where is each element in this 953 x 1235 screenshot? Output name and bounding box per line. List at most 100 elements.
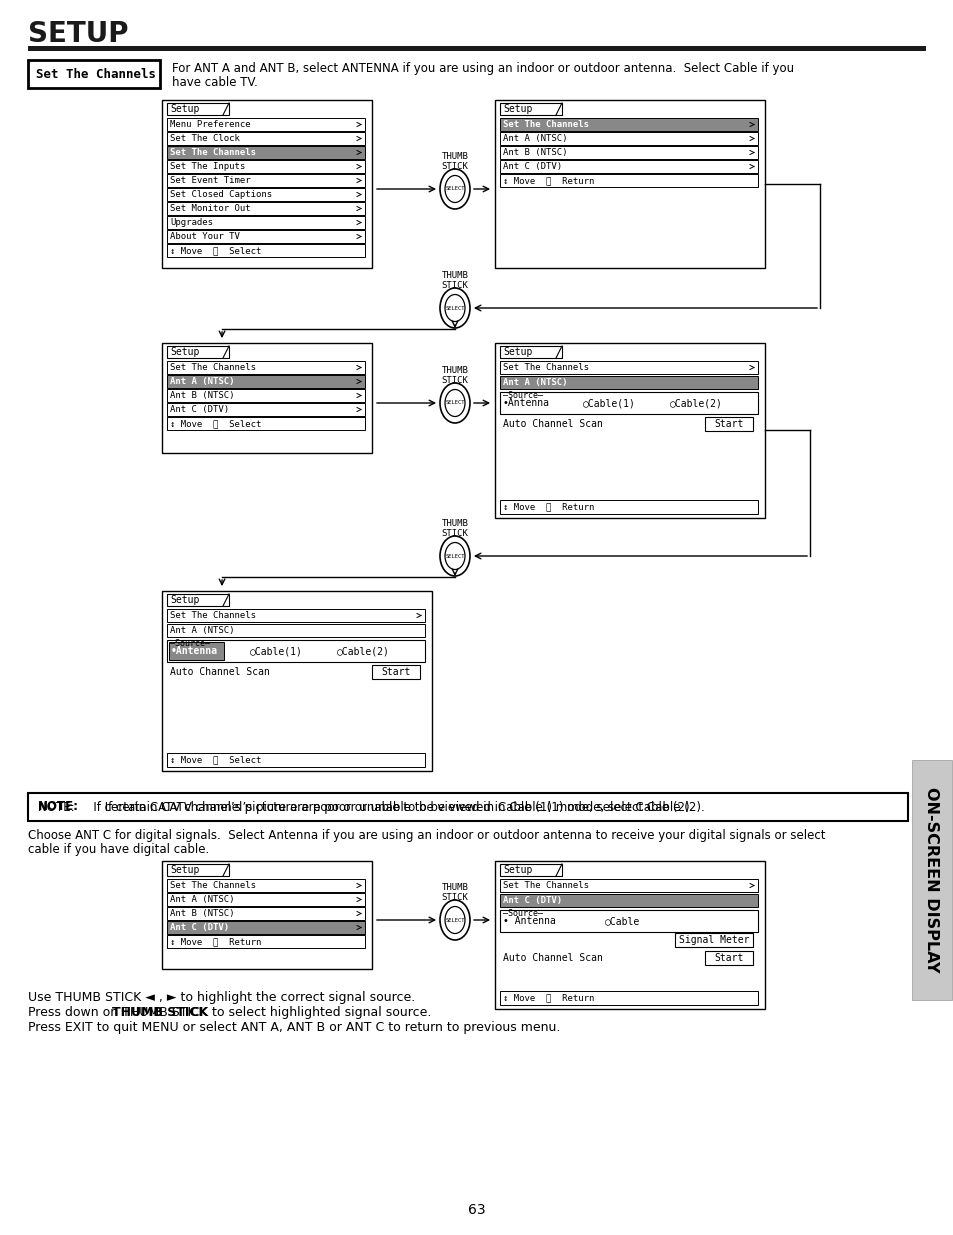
Bar — [499, 864, 561, 876]
Bar — [499, 391, 758, 414]
Bar — [167, 103, 229, 115]
Bar — [167, 594, 229, 606]
Text: Ant A (NTSC): Ant A (NTSC) — [170, 626, 234, 635]
Text: SELECT: SELECT — [445, 918, 464, 923]
Bar — [167, 230, 365, 243]
Bar — [499, 910, 758, 932]
Text: ↕ Move  Ⓢ  Return: ↕ Move Ⓢ Return — [502, 993, 594, 1003]
Text: Ant C (DTV): Ant C (DTV) — [170, 923, 229, 932]
Text: Setup: Setup — [170, 864, 199, 876]
Bar — [162, 343, 372, 453]
Bar — [499, 361, 758, 374]
Bar — [167, 375, 365, 388]
Bar — [28, 793, 907, 821]
Text: Press EXIT to quit MENU or select ANT A, ANT B or ANT C to return to previous me: Press EXIT to quit MENU or select ANT A,… — [28, 1021, 559, 1034]
Bar — [167, 417, 365, 430]
Bar — [704, 951, 752, 965]
Bar — [167, 161, 365, 173]
Ellipse shape — [444, 542, 464, 569]
Bar — [169, 642, 224, 659]
Bar — [167, 203, 365, 215]
Text: THUMB
STICK: THUMB STICK — [441, 366, 468, 385]
Text: Set Event Timer: Set Event Timer — [170, 177, 251, 185]
Text: Ant B (NTSC): Ant B (NTSC) — [170, 909, 234, 918]
Bar — [162, 861, 372, 969]
Bar — [167, 146, 365, 159]
Bar — [499, 500, 758, 514]
Bar — [499, 174, 758, 186]
Text: ↕ Move  Ⓢ  Select: ↕ Move Ⓢ Select — [170, 419, 261, 429]
Text: Menu Preference: Menu Preference — [170, 120, 251, 128]
Text: For ANT A and ANT B, select ANTENNA if you are using an indoor or outdoor antenn: For ANT A and ANT B, select ANTENNA if y… — [172, 62, 793, 75]
Text: Setup: Setup — [170, 595, 199, 605]
Bar — [167, 753, 424, 767]
Text: SELECT: SELECT — [445, 553, 464, 558]
Bar — [167, 403, 365, 416]
Bar — [167, 609, 424, 622]
Bar — [499, 375, 758, 389]
Text: ↕ Move  Ⓢ  Select: ↕ Move Ⓢ Select — [170, 756, 261, 764]
Text: THUMB STICK: THUMB STICK — [112, 1007, 208, 1019]
Bar — [499, 894, 758, 906]
Bar — [162, 100, 372, 268]
Text: Set The Clock: Set The Clock — [170, 135, 239, 143]
Text: Set The Channels: Set The Channels — [502, 363, 588, 372]
Bar — [162, 592, 432, 771]
Text: ○Cable(1): ○Cable(1) — [582, 398, 636, 408]
Text: NOTE:: NOTE: — [38, 800, 79, 814]
Text: SELECT: SELECT — [445, 186, 464, 191]
Text: Start: Start — [381, 667, 410, 677]
Bar — [499, 990, 758, 1005]
Text: 63: 63 — [468, 1203, 485, 1216]
Bar — [167, 906, 365, 920]
Bar — [499, 119, 758, 131]
Text: Upgrades: Upgrades — [170, 219, 213, 227]
Text: •Antenna: •Antenna — [502, 398, 550, 408]
Text: THUMB
STICK: THUMB STICK — [441, 270, 468, 290]
Text: Set The Inputs: Set The Inputs — [170, 162, 245, 170]
Text: Set Monitor Out: Set Monitor Out — [170, 204, 251, 212]
Text: —Source—: —Source— — [502, 391, 542, 400]
Text: Set The Channels: Set The Channels — [502, 120, 588, 128]
Text: Ant C (DTV): Ant C (DTV) — [502, 897, 561, 905]
Ellipse shape — [444, 906, 464, 934]
Text: ○Cable(2): ○Cable(2) — [669, 398, 722, 408]
Text: Auto Channel Scan: Auto Channel Scan — [170, 667, 270, 677]
Bar — [372, 664, 419, 679]
Ellipse shape — [444, 175, 464, 203]
Bar — [675, 932, 752, 947]
Bar — [704, 417, 752, 431]
Text: THUMB
STICK: THUMB STICK — [441, 519, 468, 538]
Bar — [167, 624, 424, 637]
Bar — [167, 132, 365, 144]
Bar — [495, 100, 764, 268]
Text: THUMB
STICK: THUMB STICK — [441, 883, 468, 902]
Bar — [28, 61, 160, 88]
Text: Start: Start — [714, 953, 743, 963]
Bar — [499, 346, 561, 358]
Text: ○Cable(2): ○Cable(2) — [336, 646, 390, 656]
Bar — [167, 216, 365, 228]
Bar — [167, 361, 365, 374]
Text: • Antenna: • Antenna — [502, 916, 556, 926]
Text: Setup: Setup — [170, 104, 199, 114]
Text: Choose ANT C for digital signals.  Select Antenna if you are using an indoor or : Choose ANT C for digital signals. Select… — [28, 829, 824, 842]
Text: cable if you have digital cable.: cable if you have digital cable. — [28, 844, 209, 856]
Text: ON-SCREEN DISPLAY: ON-SCREEN DISPLAY — [923, 787, 939, 973]
Bar — [167, 188, 365, 201]
Ellipse shape — [444, 294, 464, 321]
Bar — [499, 879, 758, 892]
Text: Setup: Setup — [502, 104, 532, 114]
Text: Auto Channel Scan: Auto Channel Scan — [502, 953, 602, 963]
Text: ↕ Move  Ⓢ  Return: ↕ Move Ⓢ Return — [502, 177, 594, 185]
Bar — [167, 935, 365, 948]
Bar — [499, 146, 758, 159]
Ellipse shape — [439, 900, 470, 940]
Text: Set The Channels: Set The Channels — [170, 881, 255, 890]
Text: Set The Channels: Set The Channels — [170, 363, 255, 372]
Text: Signal Meter: Signal Meter — [678, 935, 748, 945]
Text: Set The Channels: Set The Channels — [502, 881, 588, 890]
Text: —Source—: —Source— — [170, 638, 210, 648]
Text: ○Cable: ○Cable — [604, 916, 639, 926]
Bar — [167, 893, 365, 906]
